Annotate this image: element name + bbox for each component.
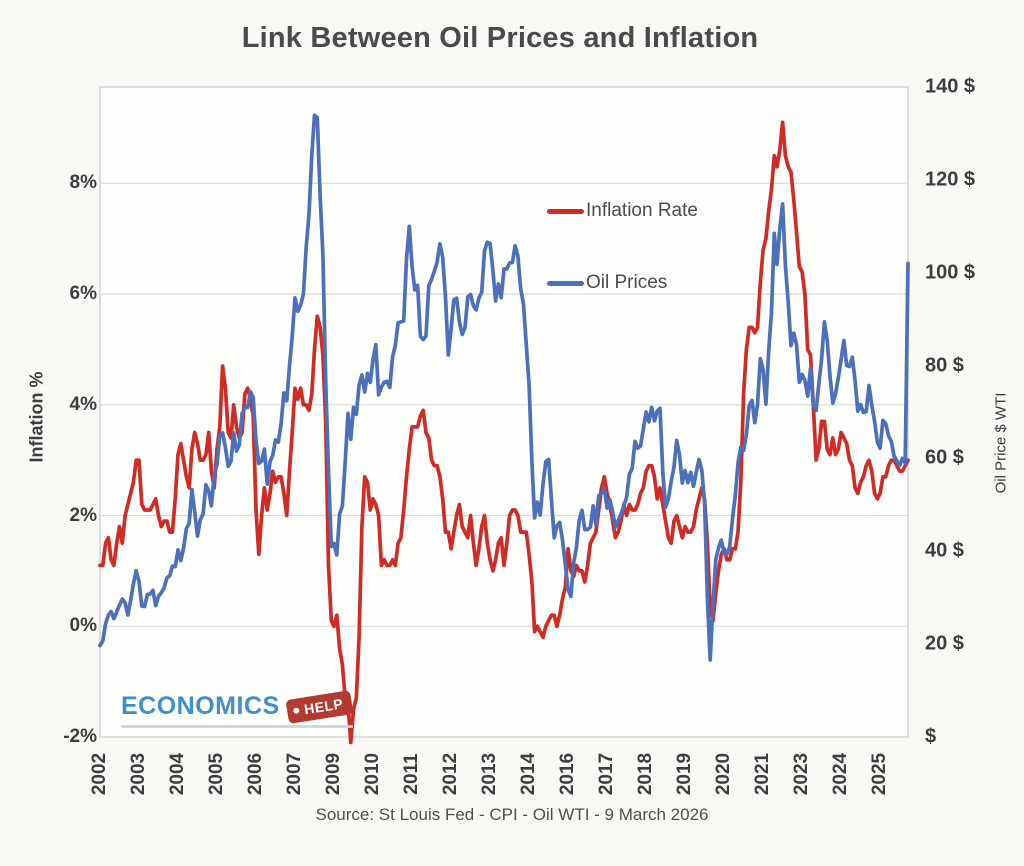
x-axis-tick-label: 2003 [128,752,149,796]
left-axis-tick-label: 4% [69,393,97,415]
right-axis-tick-label: $ [925,725,937,748]
left-axis-tick-label: 2% [69,504,97,526]
x-axis-tick-label: 2009 [323,752,345,796]
x-axis-tick-label: 2010 [362,752,384,796]
x-axis-tick-label: 2006 [245,752,267,796]
tag-hole-icon [292,706,300,714]
right-axis-tick-label: 100 $ [925,261,976,284]
x-axis-tick-label: 2025 [869,752,891,796]
legend-label-inflation: Inflation Rate [586,200,698,221]
legend-item-oil: Oil Prices [547,269,698,297]
left-axis-tick-label: 0% [69,615,97,637]
right-axis-tick-label: 80 $ [925,354,964,377]
oil-price-line [98,113,910,662]
x-axis-tick-label: 2020 [713,752,735,796]
x-axis-tick-label: 2024 [830,752,852,796]
source-note: Source: St Louis Fed - CPI - Oil WTI - 9… [315,805,709,824]
x-axis-tick-label: 2016 [557,752,579,796]
right-axis-tick-label: 140 $ [925,75,976,98]
x-axis-tick-label: 2023 [791,752,813,796]
x-axis-tick-label: 2014 [518,752,540,796]
help-tag-label: HELP [302,694,344,717]
x-axis-tick-label: 2002 [89,752,110,796]
legend-label-oil: Oil Prices [586,272,668,293]
right-axis-tick-label: 60 $ [925,446,964,469]
left-axis-tick-label: 8% [69,172,97,194]
x-axis-tick-label: 2005 [206,752,228,796]
logo-underline [121,725,353,728]
x-axis-tick-label: 2011 [401,753,423,795]
left-axis-title: Inflation % [26,371,47,463]
economics-logo-text: ECONOMICS [121,692,280,720]
right-axis-tick-label: 40 $ [925,539,964,562]
left-axis-tick-label: 6% [69,283,97,305]
x-axis-tick-label: 2018 [635,752,657,796]
right-axis-tick-labels: 140 $ 120 $ 100 $ 80 $ 60 $ 40 $ 20 $ $ [925,0,1015,866]
x-axis-tick-label: 2019 [674,752,696,796]
x-axis-tick-label: 2017 [596,752,618,796]
right-axis-tick-label: 20 $ [925,632,964,655]
economicshelp-logo: ECONOMICS HELP [121,689,354,728]
chart-title: Link Between Oil Prices and Inflation [241,22,759,54]
left-axis-tick-label: -2% [63,726,97,747]
x-axis-tick-label: 2012 [440,752,462,796]
x-axis-tick-label: 2013 [479,752,501,796]
oil-line-swatch [547,280,584,286]
inflation-line [98,120,910,745]
left-axis-tick-labels: 8% 6% 4% 2% 0% -2% [0,0,97,866]
x-axis-tick-label: 2007 [284,752,306,796]
x-axis-tick-label: 2021 [752,752,774,796]
inflation-line-swatch [547,208,584,214]
right-axis-tick-label: 120 $ [925,168,976,191]
legend-item-inflation: Inflation Rate [547,197,698,225]
right-axis-title: Oil Price $ WTI [992,392,1010,494]
legend: Inflation Rate Oil Prices [547,197,698,341]
x-axis-tick-label: 2004 [167,752,188,796]
help-tag: HELP [285,689,354,724]
